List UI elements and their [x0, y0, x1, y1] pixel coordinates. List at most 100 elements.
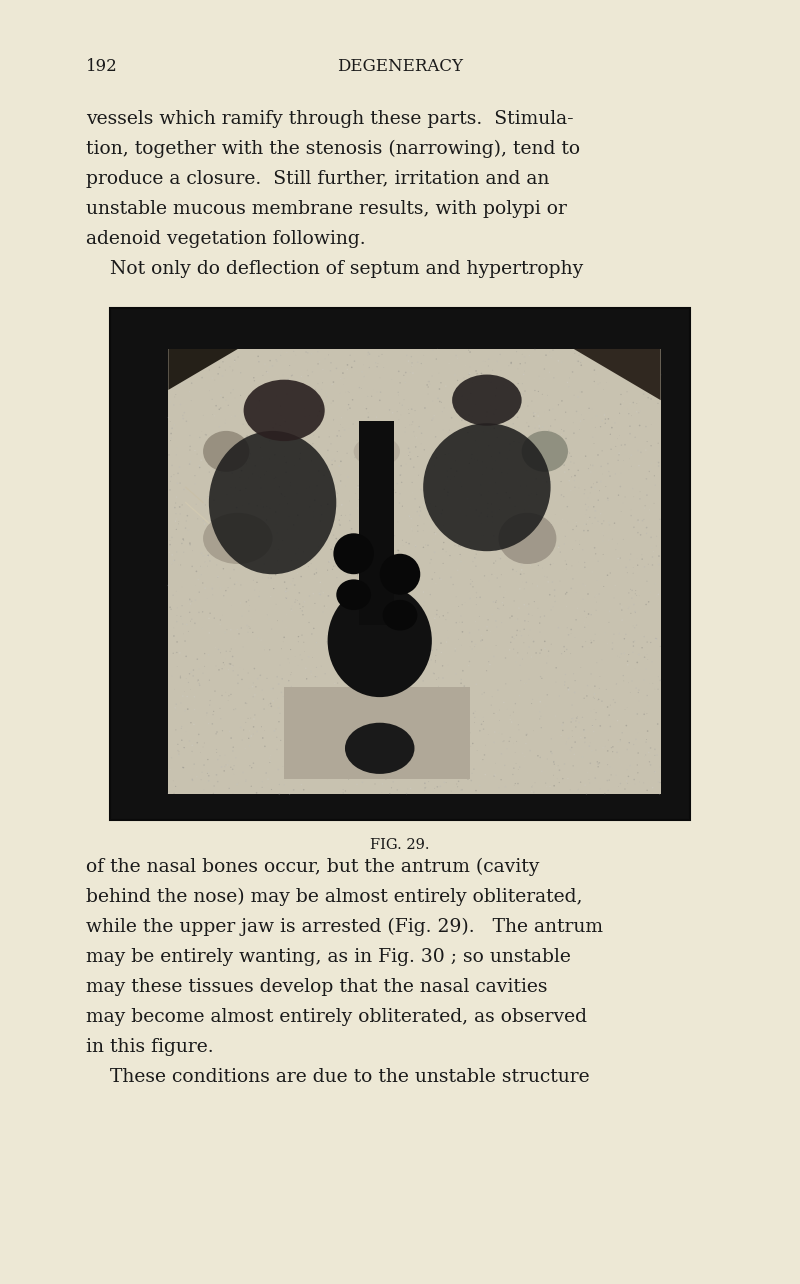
Point: [626, 580, 638, 601]
Point: [282, 506, 295, 526]
Point: [630, 615, 643, 636]
Point: [466, 577, 479, 597]
Point: [585, 462, 598, 483]
Point: [560, 559, 573, 579]
Point: [265, 745, 278, 765]
Bar: [168, 349, 661, 795]
Point: [406, 521, 419, 542]
Point: [649, 761, 662, 782]
Point: [610, 539, 622, 560]
Point: [590, 543, 602, 564]
Point: [558, 641, 571, 661]
Point: [314, 395, 327, 416]
Point: [553, 760, 566, 781]
Point: [358, 431, 370, 452]
Point: [207, 701, 220, 722]
Point: [462, 422, 474, 443]
Point: [586, 716, 599, 737]
Point: [511, 358, 524, 379]
Point: [178, 530, 190, 551]
Point: [409, 537, 422, 557]
Point: [570, 707, 583, 728]
Point: [227, 379, 240, 399]
Point: [362, 687, 375, 707]
Point: [333, 533, 346, 553]
Point: [178, 738, 190, 759]
Point: [216, 421, 229, 442]
Point: [273, 783, 286, 804]
Point: [234, 467, 246, 488]
Point: [216, 659, 229, 679]
Point: [652, 679, 665, 700]
Point: [204, 517, 217, 538]
Point: [392, 541, 405, 561]
Point: [359, 749, 372, 769]
Point: [519, 733, 532, 754]
Point: [298, 741, 311, 761]
Point: [236, 496, 249, 516]
Point: [454, 750, 467, 770]
Point: [183, 381, 196, 402]
Point: [164, 597, 177, 618]
Point: [337, 779, 350, 800]
Point: [163, 537, 176, 557]
Point: [294, 593, 306, 614]
Point: [234, 385, 247, 406]
Point: [219, 413, 232, 434]
Point: [310, 383, 323, 403]
Point: [619, 624, 632, 645]
Point: [420, 629, 433, 650]
Point: [162, 374, 175, 394]
Point: [533, 369, 546, 389]
Point: [503, 434, 516, 455]
Point: [586, 408, 598, 429]
Point: [538, 367, 550, 388]
Point: [270, 594, 282, 615]
Point: [282, 562, 295, 583]
Point: [296, 601, 309, 621]
Point: [589, 507, 602, 528]
Point: [404, 778, 417, 799]
Point: [560, 639, 573, 660]
Point: [633, 512, 646, 533]
Point: [445, 763, 458, 783]
Point: [559, 526, 572, 547]
Point: [385, 530, 398, 551]
Point: [466, 444, 478, 465]
Point: [494, 577, 506, 597]
Point: [534, 621, 546, 642]
Point: [170, 582, 182, 602]
Point: [495, 724, 508, 745]
Point: [538, 638, 551, 659]
Point: [503, 639, 516, 660]
Point: [445, 458, 458, 479]
Point: [527, 782, 540, 802]
Point: [504, 705, 517, 725]
Point: [592, 490, 605, 511]
Point: [271, 508, 284, 529]
Point: [406, 701, 418, 722]
Point: [546, 524, 558, 544]
Point: [557, 768, 570, 788]
Point: [386, 370, 398, 390]
Point: [552, 618, 565, 638]
Point: [242, 467, 255, 488]
Point: [277, 365, 290, 385]
Point: [474, 457, 487, 478]
Point: [628, 630, 641, 651]
Point: [206, 389, 218, 410]
Point: [632, 510, 645, 530]
Point: [466, 632, 478, 652]
Point: [307, 499, 320, 520]
Point: [325, 353, 338, 374]
Point: [597, 530, 610, 551]
Point: [494, 458, 507, 479]
Point: [604, 562, 617, 583]
Point: [608, 512, 621, 533]
Point: [502, 542, 515, 562]
Point: [230, 573, 243, 593]
Point: [541, 385, 554, 406]
Point: [614, 464, 627, 484]
Point: [219, 682, 232, 702]
Point: [366, 570, 379, 591]
